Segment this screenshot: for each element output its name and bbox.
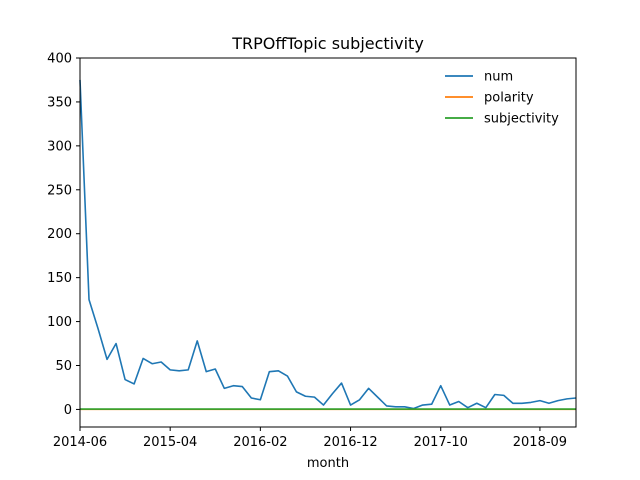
y-tick-label: 50: [55, 359, 72, 374]
x-tick-label: 2014-06: [53, 435, 107, 450]
series-line-num: [79, 79, 577, 410]
y-tick-label: 300: [47, 139, 72, 154]
plot-area: [79, 79, 577, 411]
x-tick-label: 2017-10: [414, 435, 468, 450]
axes-frame: [79, 57, 577, 428]
legend-label-num: num: [484, 70, 513, 85]
y-tick-label: 150: [47, 271, 72, 286]
y-tick-label: 100: [47, 315, 72, 330]
y-tick-label: 0: [64, 403, 72, 418]
y-tick-label: 200: [47, 227, 72, 242]
legend-label-polarity: polarity: [484, 91, 534, 106]
x-tick-label: 2016-02: [233, 435, 287, 450]
x-axis-label: month: [307, 456, 349, 471]
axes: 0 50 100 150 200 250 300 350 400 2014-06 2015-04 20…: [47, 52, 577, 450]
y-tick-label: 350: [47, 95, 72, 110]
y-tick-label: 400: [47, 52, 72, 67]
legend-label-subjectivity: subjectivity: [484, 112, 559, 127]
x-tick-label: 2016-12: [323, 435, 377, 450]
x-tick-label: 2015-04: [143, 435, 197, 450]
y-tick-label: 250: [47, 183, 72, 198]
legend: num polarity subjectivity: [445, 70, 559, 127]
x-tick-label: 2018-09: [513, 435, 567, 450]
chart-title: TRPOffTopic subjectivity: [231, 34, 424, 53]
